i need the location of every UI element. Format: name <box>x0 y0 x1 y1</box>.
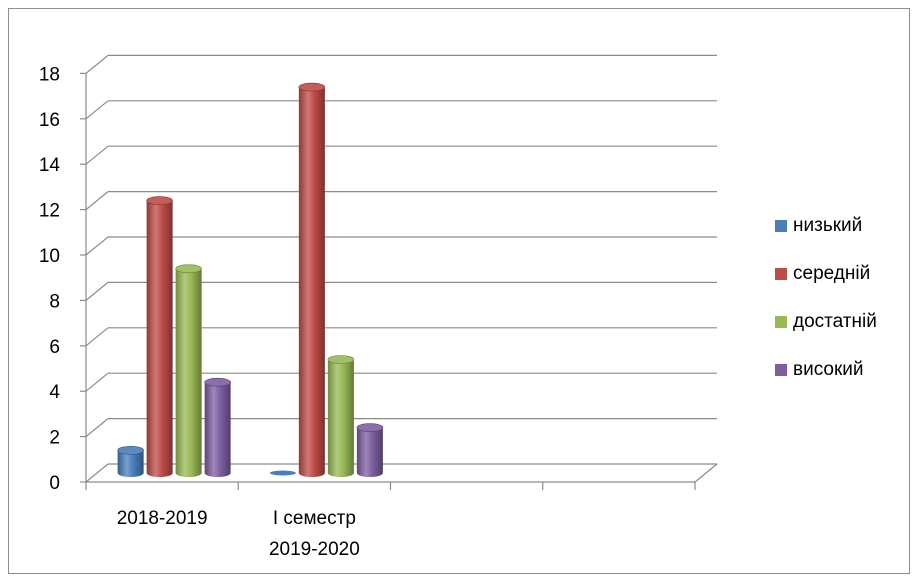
legend-item: достатній <box>775 310 915 334</box>
y-tick-label: 12 <box>39 201 60 222</box>
y-tick-label: 10 <box>39 246 60 267</box>
gridline-depth <box>85 54 109 74</box>
y-tick-label: 6 <box>49 337 60 358</box>
legend-swatch <box>775 316 787 328</box>
legend-item: високий <box>775 358 915 382</box>
bar <box>298 82 326 477</box>
legend-item: середній <box>775 262 915 286</box>
gridline-depth <box>85 372 109 392</box>
bar-top <box>117 445 144 455</box>
bar-top <box>269 470 296 476</box>
floor-edge <box>694 463 718 483</box>
y-tick-label: 8 <box>49 291 60 312</box>
legend-label: достатній <box>793 311 877 332</box>
bar <box>146 196 173 477</box>
bar-top <box>327 355 355 364</box>
legend-label: середній <box>793 263 871 284</box>
bar-body <box>175 268 202 477</box>
legend-swatch <box>775 220 787 232</box>
bar-body <box>117 450 144 477</box>
bar-body <box>298 87 325 477</box>
bar-top <box>356 423 384 432</box>
category-label: 2018-2019 <box>117 508 208 529</box>
y-tick-labels: 0 2 4 6 8 10 12 14 16 18 <box>39 64 61 494</box>
bars <box>117 82 384 477</box>
bar <box>204 377 231 477</box>
bar <box>356 423 384 477</box>
bar-top <box>146 196 173 205</box>
bar <box>269 470 296 476</box>
bar-body <box>356 427 383 477</box>
bar <box>327 355 355 477</box>
y-tick-label: 4 <box>49 382 60 403</box>
y-tick-label: 14 <box>39 155 61 176</box>
bar-top <box>204 377 231 387</box>
legend-item: низький <box>775 214 915 238</box>
bar-body <box>204 382 231 477</box>
bar-body <box>146 200 173 477</box>
legend: низький середній достатній високий <box>775 214 915 406</box>
y-tick-label: 0 <box>49 473 60 494</box>
gridline-depth <box>85 463 109 483</box>
y-tick-label: 16 <box>39 110 60 131</box>
y-tick-label: 18 <box>39 64 60 85</box>
gridline-depth <box>85 191 109 211</box>
legend-label: низький <box>793 215 863 236</box>
bar-body <box>327 359 354 477</box>
y-tick-label: 2 <box>49 428 60 449</box>
category-label: 2019-2020 <box>269 539 360 560</box>
gridline-depth <box>85 281 109 301</box>
bar <box>117 445 144 477</box>
gridline-depth <box>85 327 109 347</box>
legend-swatch <box>775 268 787 280</box>
gridline-depth <box>85 145 109 165</box>
legend-label: високий <box>793 359 864 380</box>
gridline-depth <box>85 100 109 120</box>
bar-top <box>175 264 202 274</box>
bar <box>175 264 202 477</box>
axes <box>80 72 718 490</box>
category-label: І семестр <box>273 508 356 529</box>
gridline-depth <box>85 418 109 438</box>
category-labels: 2018-2019 І семестр 2019-2020 <box>117 508 360 560</box>
legend-swatch <box>775 364 787 376</box>
gridline-depth <box>85 236 109 256</box>
bar-top <box>298 82 326 92</box>
